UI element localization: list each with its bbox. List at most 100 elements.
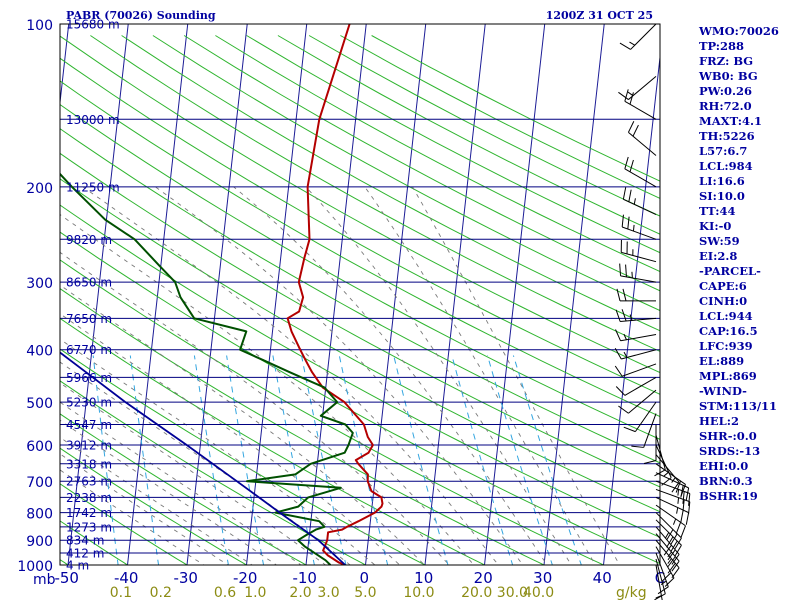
pressure-tick-label: 900	[26, 534, 53, 550]
wind-barb	[655, 564, 663, 600]
height-label: 8650 m	[66, 276, 112, 290]
index-item: SW:59	[699, 234, 740, 248]
wind-barb-staff	[620, 275, 657, 283]
pressure-tick-label: 1000	[17, 559, 53, 575]
pressure-tick-label: 600	[26, 439, 53, 455]
moist-adiabat-line	[155, 186, 524, 565]
mixing-ratio-line	[129, 355, 160, 565]
index-item: MAXT:4.1	[699, 114, 762, 128]
wind-barb-staff	[655, 512, 682, 539]
dry-adiabat-line	[60, 447, 248, 565]
wind-barb-staff	[655, 558, 666, 594]
temperature-tick-label: 10	[414, 569, 433, 587]
wind-barb-feather	[627, 121, 635, 133]
wind-barb-staff	[628, 389, 657, 414]
pressure-tick-label: 800	[26, 507, 53, 523]
wind-barb	[643, 424, 657, 465]
chart-subtitle: 1200Z 31 OCT 25	[546, 9, 653, 22]
index-item: STM:113/11	[699, 399, 777, 413]
wind-barb-half-feather	[665, 532, 670, 539]
mixing-ratio-line	[338, 355, 389, 565]
isotherm-line	[305, 24, 367, 565]
wind-barb-feather	[615, 329, 622, 342]
temperature-tick-label: -10	[292, 569, 317, 587]
pressure-tick-label: 400	[26, 344, 53, 360]
wind-barb-feather	[667, 549, 676, 561]
index-item: EL:889	[699, 354, 744, 368]
dry-adiabat-line	[60, 178, 660, 513]
chart-title: PABR (70026) Sounding	[66, 9, 216, 22]
wind-barb	[619, 23, 657, 50]
mixing-ratio-label: 3.0	[317, 585, 339, 600]
index-item: TH:5226	[699, 129, 755, 143]
index-item: SRDS:-13	[699, 444, 760, 458]
wind-barb	[655, 546, 675, 587]
mixing-ratio-line	[512, 355, 582, 565]
wind-barb-feather	[615, 386, 626, 396]
height-label: 11250 m	[66, 180, 120, 194]
isotherm-line	[126, 24, 189, 565]
wind-barb	[655, 539, 680, 579]
wind-barb-feather	[615, 309, 621, 322]
isotherm-line	[424, 24, 486, 565]
mixing-ratio-label: 5.0	[354, 585, 376, 600]
wind-barb	[615, 376, 657, 396]
wind-barb	[631, 413, 657, 448]
height-label: 5230 m	[66, 396, 112, 410]
height-label: 412 m	[66, 546, 104, 560]
wind-barb	[615, 309, 657, 322]
dry-adiabat-line	[60, 380, 367, 565]
mixing-ratio-line	[92, 355, 119, 565]
mixing-ratio-line	[487, 355, 553, 565]
index-item: BSHR:19	[699, 489, 758, 503]
wind-barb	[614, 363, 657, 377]
wind-barb-feather	[674, 537, 682, 549]
dry-adiabat-line	[60, 35, 660, 374]
dry-adiabat-line	[60, 57, 660, 395]
wind-barb-staff	[622, 226, 657, 240]
temperature-axis-unit: C	[655, 569, 665, 587]
index-item: -WIND-	[699, 384, 747, 398]
wind-barb-half-feather	[627, 91, 634, 97]
wind-barb-feather	[666, 536, 674, 548]
dry-adiabat-line	[215, 35, 660, 273]
wind-barb-feather	[671, 554, 680, 565]
isotherm-line	[186, 24, 248, 565]
moist-adiabat-line	[60, 382, 327, 565]
dry-adiabat-line	[90, 35, 660, 352]
wind-barb-staff	[624, 100, 657, 120]
temperature-tick-label: -20	[233, 569, 258, 587]
wind-barb-feather	[663, 544, 672, 556]
dry-adiabat-line	[60, 483, 188, 565]
wind-barb-feather	[671, 481, 680, 493]
mixing-ratio-label: 40.0	[523, 585, 554, 600]
index-item: LCL:944	[699, 309, 753, 323]
temperature-tick-label: 40	[593, 569, 612, 587]
mixing-ratio-line	[393, 355, 449, 565]
wind-barb-feather	[622, 187, 627, 200]
wind-barb-feather	[680, 484, 686, 497]
height-label: 13000 m	[66, 113, 120, 127]
wind-barb	[614, 347, 657, 360]
wind-barb-feather	[623, 426, 636, 433]
wind-barb-feather	[632, 124, 639, 137]
dry-adiabat-line	[246, 35, 660, 254]
index-item: SHR-:0.0	[699, 429, 757, 443]
wind-barb-half-feather	[633, 198, 636, 205]
temperature-tick-label: -30	[173, 569, 198, 587]
index-item: LFC:939	[699, 339, 753, 353]
wind-barb-feather	[629, 159, 634, 172]
temperature-tick-label: 20	[474, 569, 493, 587]
temperature-tick-label: 0	[359, 569, 369, 587]
wind-barb-staff	[655, 564, 663, 600]
wind-barb-feather	[666, 529, 674, 541]
temperature-tick-label: -50	[54, 569, 79, 587]
wind-barb-half-feather	[655, 595, 662, 599]
wind-barb-feather	[670, 533, 678, 545]
mixing-ratio-label: 1.0	[244, 585, 266, 600]
dry-adiabat-line	[60, 128, 660, 464]
wind-barb-feather	[654, 469, 666, 477]
dry-adiabat-line	[152, 35, 660, 312]
index-item: TT:44	[699, 204, 736, 218]
